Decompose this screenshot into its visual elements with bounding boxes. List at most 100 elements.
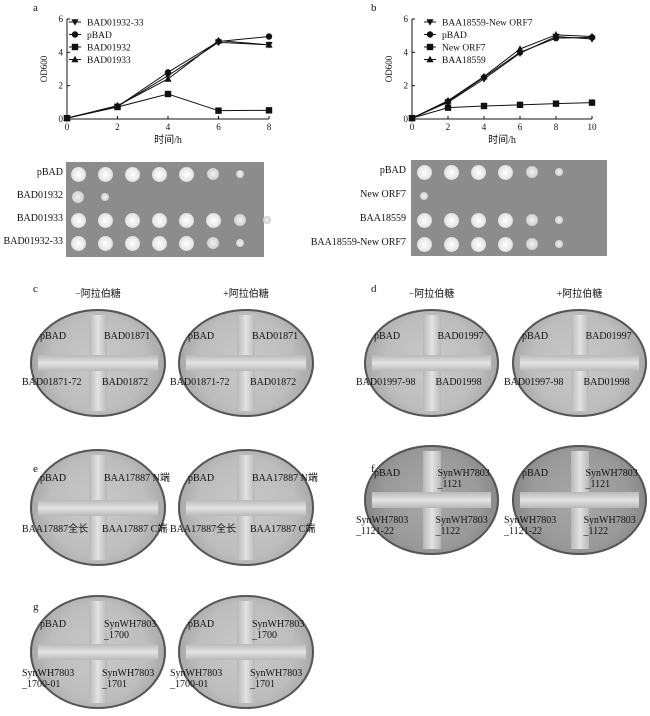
colony-spot xyxy=(70,166,86,182)
series-line xyxy=(411,36,593,119)
streak-horizontal xyxy=(186,355,306,371)
panel-letter-g: g xyxy=(33,601,39,613)
x-tick-label: 0 xyxy=(65,122,70,132)
data-point xyxy=(552,31,560,38)
data-point xyxy=(516,45,524,52)
x-axis-label: 时间/h xyxy=(488,133,516,146)
plate-label-bl: SynWH7803 _1700-01 xyxy=(22,667,75,690)
plate-label-bl: SynWH7803 _1121-22 xyxy=(356,514,409,537)
plate-condition-title: −阿拉伯糖 xyxy=(408,289,455,300)
colony-spot xyxy=(70,235,86,251)
colony-spot xyxy=(97,212,113,228)
colony-spot xyxy=(420,192,428,200)
colony-spot xyxy=(151,212,167,228)
plate-label-tr: SynWH7803 _1700 xyxy=(104,618,157,641)
x-tick-label: 4 xyxy=(482,122,487,132)
data-point xyxy=(480,72,488,80)
streak-horizontal xyxy=(38,644,158,660)
colony-spot xyxy=(525,165,539,179)
colony-spot xyxy=(97,235,113,251)
y-tick-label: 0 xyxy=(404,114,409,124)
plate-label-bl: BAD01871-72 xyxy=(22,377,82,389)
spot-row-label: BAD01933 xyxy=(16,213,63,224)
spot-row-label: New ORF7 xyxy=(360,189,406,200)
colony-spot xyxy=(101,193,109,201)
plate-condition-title: +阿拉伯糖 xyxy=(223,289,269,300)
plate-condition-title: −阿拉伯糖 xyxy=(75,289,121,300)
streak-horizontal xyxy=(38,499,158,516)
data-point xyxy=(552,100,560,107)
legend-entry: BAD01932-33 xyxy=(87,19,144,29)
series-line xyxy=(411,34,593,119)
colony-spot xyxy=(443,236,459,252)
data-point xyxy=(480,102,488,110)
panel-letter-c: c xyxy=(33,283,38,295)
series-line xyxy=(411,35,593,119)
colony-spot xyxy=(555,216,563,224)
colony-spot xyxy=(525,213,539,227)
series-line xyxy=(411,102,593,119)
plate-label-tr: BAA17887 N端 xyxy=(252,473,318,485)
plate-label-bl: BAA17887全长 xyxy=(170,523,237,535)
colony-spot xyxy=(443,212,459,228)
colony-spot xyxy=(525,237,539,251)
panel-letter-e: e xyxy=(33,463,38,475)
plate-label-bl: BAD01871-72 xyxy=(170,377,230,389)
y-tick-label: 4 xyxy=(404,47,409,57)
legend-marker xyxy=(71,55,79,63)
data-point xyxy=(265,41,273,48)
legend-marker xyxy=(426,19,434,26)
colony-spot xyxy=(206,236,220,250)
spot-row-label: BAA18559 xyxy=(359,213,406,224)
data-point xyxy=(588,99,596,106)
plate-label-tr: BAD01871 xyxy=(104,331,151,342)
plate-label-br: SynWH7803 _1701 xyxy=(102,667,155,690)
colony-spot xyxy=(497,236,513,252)
colony-spot xyxy=(206,167,220,181)
colony-spot xyxy=(555,240,563,248)
data-point xyxy=(164,90,172,98)
streak-horizontal xyxy=(186,499,306,516)
plate-label-tl: pBAD xyxy=(188,618,215,630)
data-point xyxy=(214,36,223,44)
plate-label-tl: pBAD xyxy=(40,473,67,485)
x-axis-label: 时间/h xyxy=(154,133,182,146)
plate-label-tl: pBAD xyxy=(40,618,67,630)
data-point xyxy=(265,33,273,40)
data-point xyxy=(444,96,452,104)
plate-label-br: BAA17887 C端 xyxy=(102,523,168,535)
legend-marker xyxy=(426,31,434,38)
spot-row-label: BAA18559-New ORF7 xyxy=(310,237,406,248)
data-point xyxy=(516,101,524,109)
colony-spot xyxy=(443,164,459,180)
data-point xyxy=(63,114,71,121)
legend-marker xyxy=(426,55,434,63)
plate-label-tl: pBAD xyxy=(522,467,549,479)
plate-label-tr: SynWH7803 _1121 xyxy=(437,467,490,490)
streak-horizontal xyxy=(372,355,491,371)
plate-label-br: BAD01872 xyxy=(102,377,149,389)
colony-spot xyxy=(416,164,432,180)
plate-label-tl: pBAD xyxy=(374,331,401,342)
legend-marker xyxy=(426,43,434,51)
colony-spot xyxy=(124,166,140,182)
spot-row-label: pBAD xyxy=(379,165,406,176)
plate-label-br: BAD01998 xyxy=(583,377,630,389)
plate-label-bl: BAD01997-98 xyxy=(504,377,564,389)
colony-spot xyxy=(151,235,167,251)
plate-label-br: SynWH7803 _1701 xyxy=(250,667,303,690)
x-tick-label: 6 xyxy=(216,122,221,132)
legend-marker xyxy=(71,43,79,51)
data-point xyxy=(588,32,596,40)
plate-label-bl: SynWH7803 _1121-22 xyxy=(504,514,557,537)
plate-label-tl: pBAD xyxy=(40,331,67,342)
data-point xyxy=(215,107,222,114)
plate-label-br: BAD01872 xyxy=(250,377,297,389)
plate-label-br: BAA17887 C端 xyxy=(250,523,316,535)
panel-letter-a: a xyxy=(33,2,38,14)
legend-marker xyxy=(71,31,79,38)
plate-condition-title: +阿拉伯糖 xyxy=(556,289,603,300)
colony-spot xyxy=(416,236,432,252)
streak-horizontal xyxy=(186,644,306,660)
series-line xyxy=(66,93,270,119)
